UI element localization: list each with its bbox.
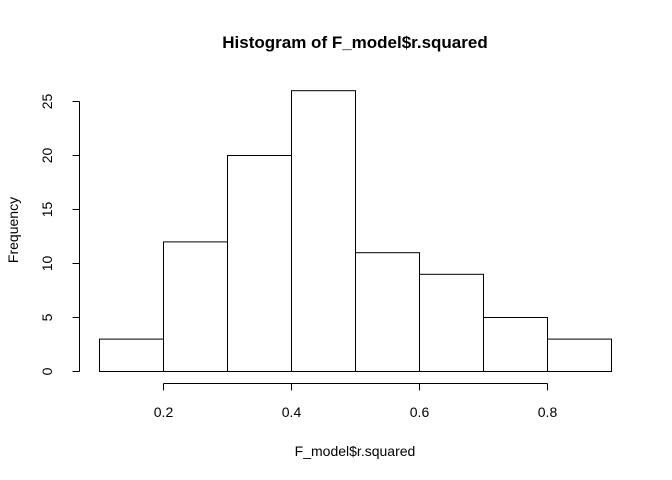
bars-group (99, 90, 612, 373)
histogram-bar-5 (355, 252, 420, 372)
x-tick-label: 0.2 (154, 404, 174, 420)
x-axis: 0.2 0.4 0.6 0.8 (154, 383, 558, 420)
y-axis: 0 5 10 15 20 25 (39, 94, 80, 375)
y-axis-label: Frequency (5, 197, 21, 263)
histogram-bar-3 (227, 155, 292, 372)
histogram-bar-6 (419, 273, 484, 372)
histogram-bar-7 (483, 317, 548, 372)
histogram-bar-4 (291, 90, 356, 372)
histogram-bar-8 (547, 338, 612, 373)
y-tick-label: 25 (39, 94, 55, 110)
y-tick-label: 15 (39, 202, 55, 218)
x-tick-label: 0.4 (282, 404, 302, 420)
y-tick-label: 5 (39, 313, 55, 321)
x-axis-label: F_model$r.squared (295, 443, 416, 459)
x-tick-label: 0.8 (538, 404, 558, 420)
x-tick-label: 0.6 (410, 404, 430, 420)
y-tick-label: 0 (39, 367, 55, 375)
y-tick-label: 10 (39, 256, 55, 272)
y-tick-label: 20 (39, 148, 55, 164)
chart-title: Histogram of F_model$r.squared (222, 33, 487, 52)
histogram-bar-1 (99, 338, 164, 373)
histogram-bar-2 (163, 241, 228, 372)
